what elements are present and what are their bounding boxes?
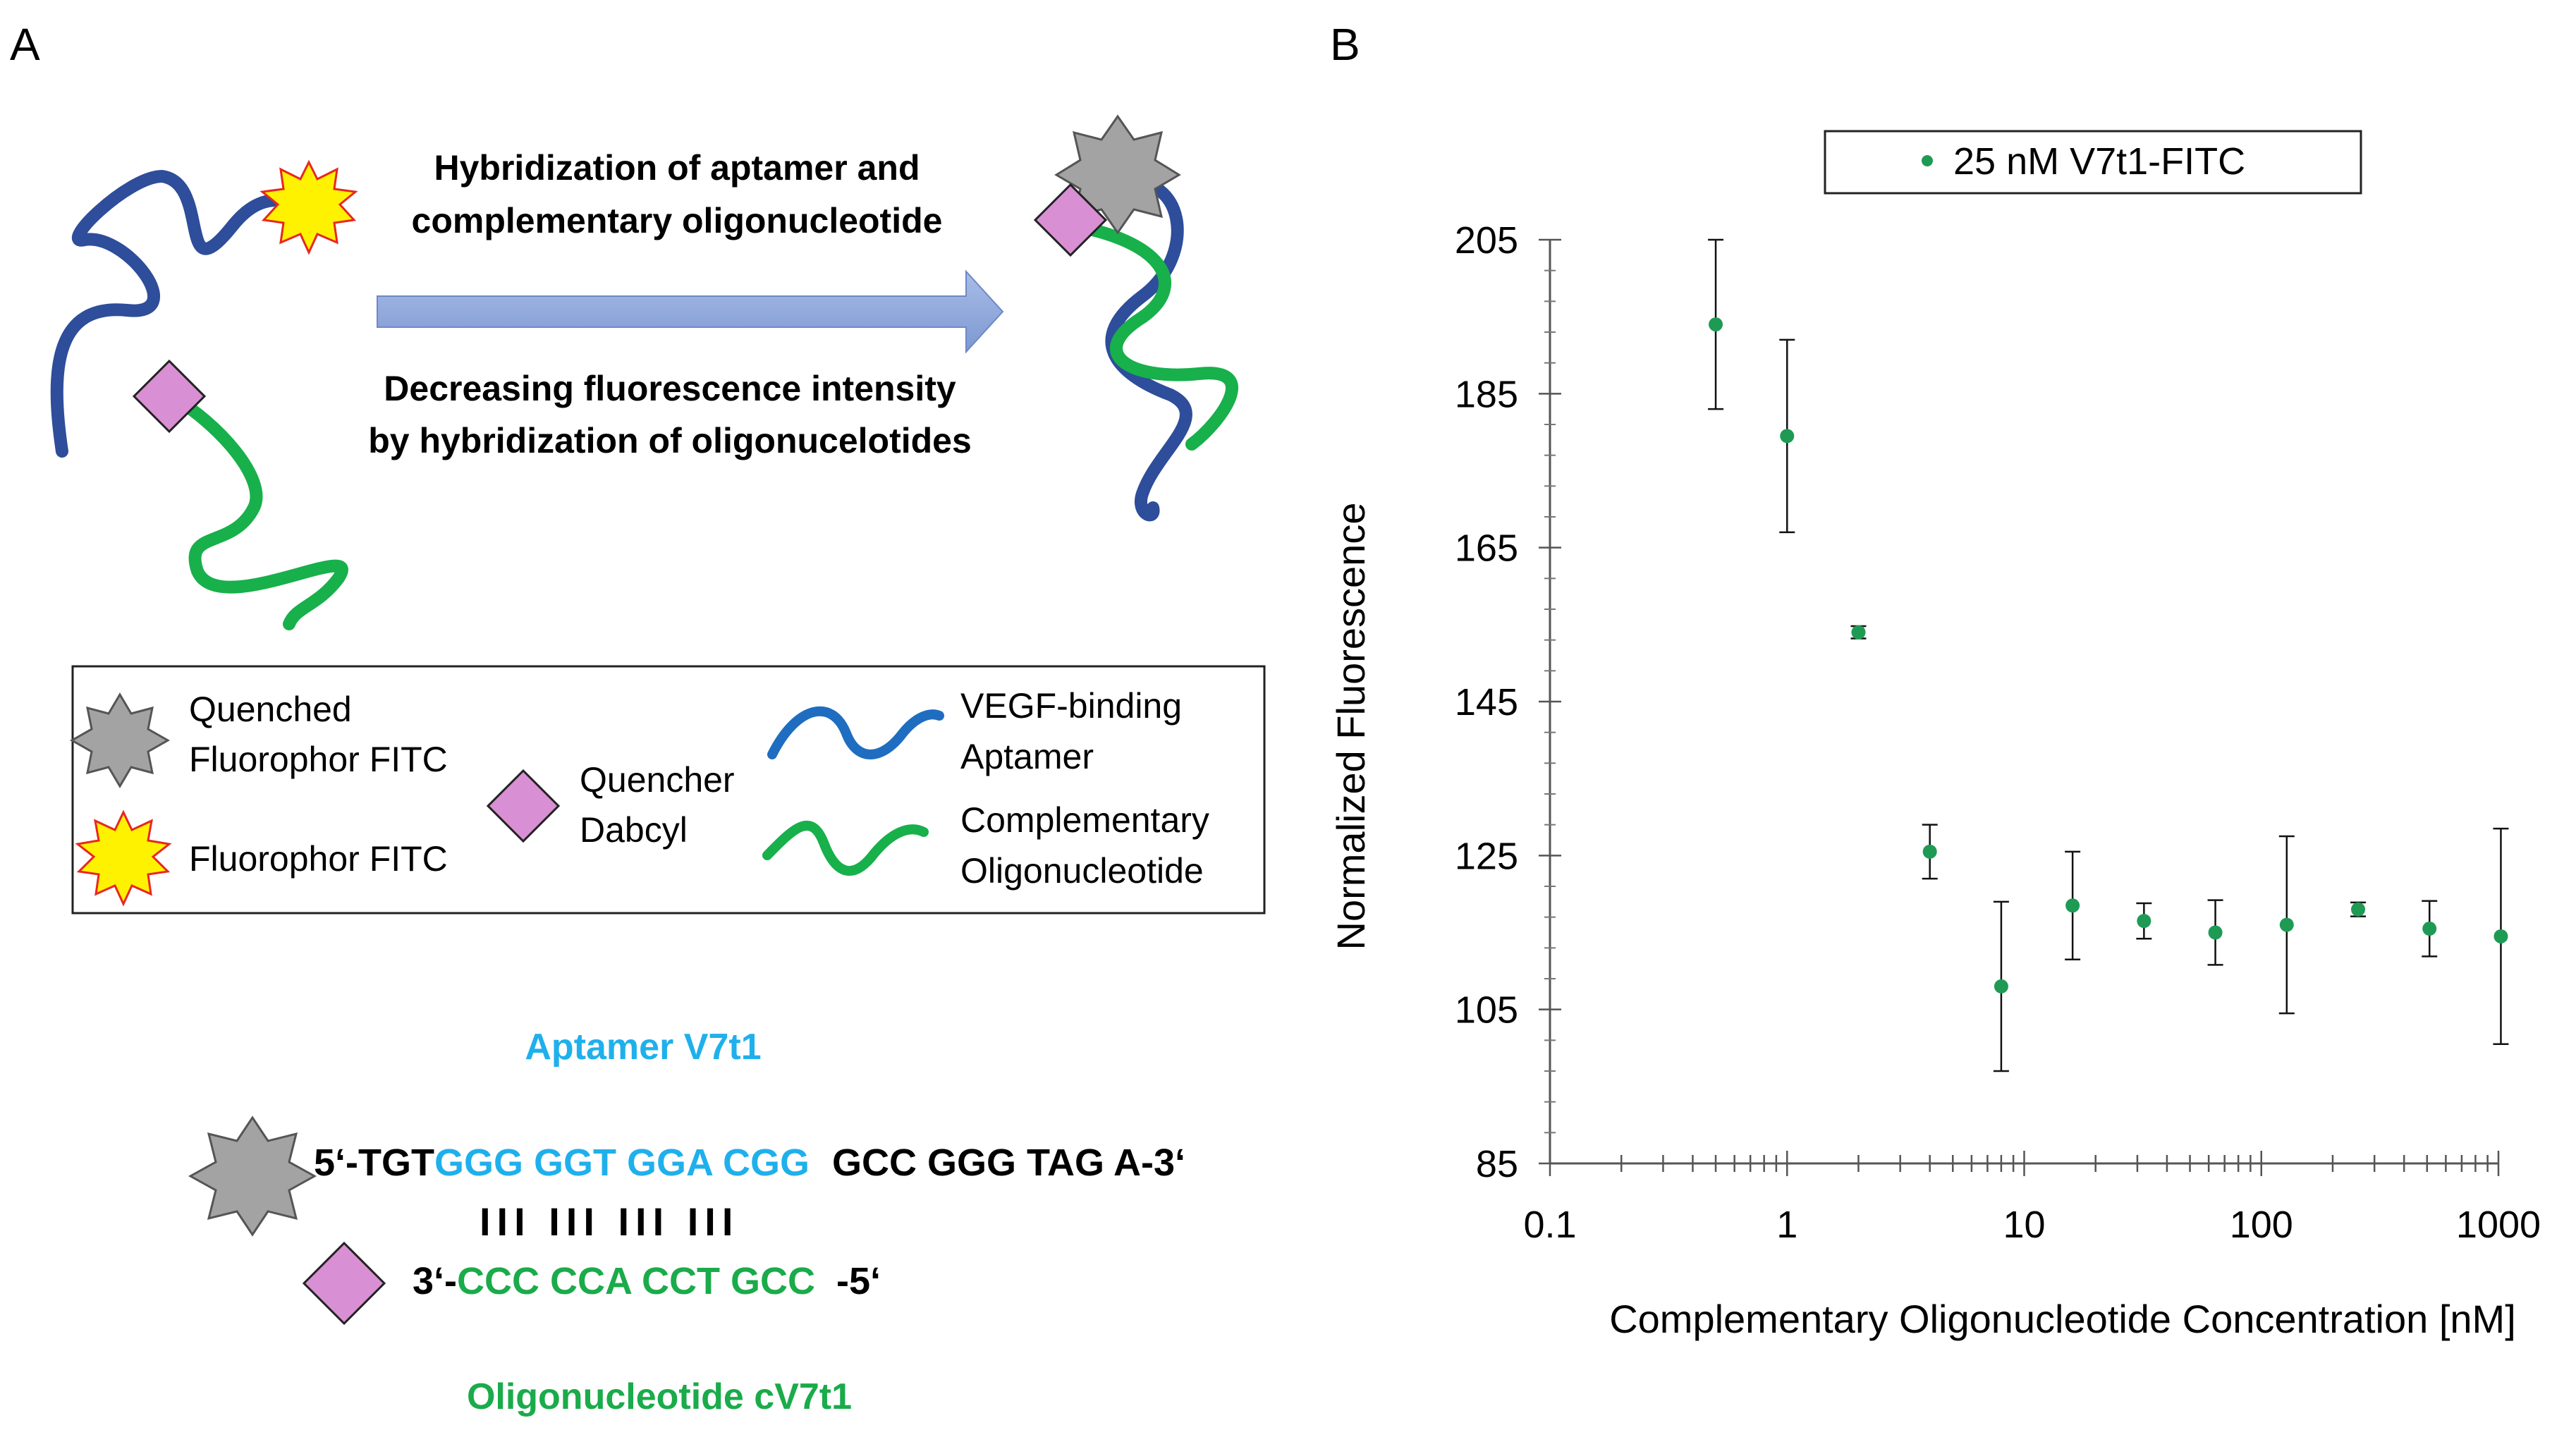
legend-quencher-diamond: [486, 769, 561, 843]
y-tick-label: 185: [1455, 373, 1518, 415]
oligo-strand-right: [1066, 219, 1238, 451]
schematic-legend-box: [71, 665, 1266, 915]
legend-aptamer-wave: [767, 706, 944, 759]
y-tick-label: 125: [1455, 835, 1518, 877]
data-points: [1708, 238, 2509, 1072]
data-point: [1780, 429, 1795, 444]
chart-legend-text: 25 nM V7t1-FITC: [1953, 140, 2245, 183]
aptamer-strand-left: [50, 169, 295, 458]
sequence-quenched-star: [188, 1115, 317, 1237]
arrow-text-bottom-1: Decreasing fluorescence intensity: [384, 369, 956, 408]
panel-b-label: B: [1330, 19, 1360, 70]
chart-legend-marker: [1922, 155, 1933, 166]
data-point: [1851, 625, 1866, 640]
legend-complementary-2: Oligonucleotide: [960, 851, 1204, 891]
data-point: [2208, 925, 2223, 940]
reaction-arrow: [377, 269, 1004, 354]
left-molecules: [50, 159, 358, 630]
data-point: [1709, 317, 1723, 332]
x-axis-label: Complementary Oligonucleotide Concentrat…: [1609, 1297, 2516, 1341]
x-tick-label: 0.1: [1523, 1204, 1576, 1246]
seq-bottom-match: CCC CCA CCT GCC: [457, 1260, 815, 1302]
fluorophor-star-left: [260, 159, 358, 255]
y-tick-label: 105: [1455, 989, 1518, 1032]
aptamer-title: Aptamer V7t1: [525, 1027, 761, 1068]
data-point: [2351, 902, 2366, 917]
y-tick-label: 85: [1476, 1143, 1518, 1185]
data-point: [2065, 898, 2080, 913]
x-ticks: 0.1 1 10 100 1000: [1523, 1151, 2541, 1246]
data-point: [2137, 914, 2151, 929]
seq-bottom-suffix: -5‘: [836, 1260, 881, 1302]
legend-quencher-2: Dabcyl: [580, 810, 688, 850]
y-tick-label: 145: [1455, 681, 1518, 723]
seq-bottom-prefix: 3‘-: [413, 1260, 457, 1302]
legend-complementary-1: Complementary: [960, 800, 1209, 840]
data-point: [2279, 917, 2294, 932]
seq-top-prefix: 5‘-TGT: [314, 1142, 434, 1184]
seq-top-match: GGG GGT GGA CGG: [434, 1142, 810, 1184]
arrow-text-bottom-2: by hybridization of oligonucelotides: [368, 421, 972, 460]
legend-aptamer-2: Aptamer: [960, 737, 1094, 776]
arrow-text-top-1: Hybridization of aptamer and: [434, 148, 920, 188]
y-tick-label: 165: [1455, 527, 1518, 570]
quencher-diamond-left: [132, 359, 207, 434]
oligo-sequence: 3‘-CCC CCA CCT GCC -5‘: [413, 1260, 881, 1302]
hybrid-complex: [1033, 114, 1238, 522]
legend-fluorophor: Fluorophor FITC: [189, 839, 448, 879]
y-axis-label: Normalized Fluorescence: [1329, 503, 1373, 950]
panel-a-label: A: [10, 19, 40, 70]
chart-legend-box: [1824, 130, 2362, 195]
x-tick-label: 1000: [2456, 1204, 2541, 1246]
data-point: [2493, 929, 2508, 943]
legend-quenched-1: Quenched: [189, 690, 352, 729]
sequence-quencher-diamond: [302, 1241, 386, 1326]
fluorescence-chart: 25 nM V7t1-FITC 85 105 125 145 165 185 205 0.1…: [1329, 130, 2541, 1341]
seq-top-suffix: GCC GGG TAG A-3‘: [832, 1142, 1185, 1184]
aptamer-strand-right: [1105, 175, 1192, 522]
legend-quencher-1: Quencher: [580, 760, 735, 800]
x-tick-label: 10: [2003, 1204, 2045, 1246]
data-point: [1994, 979, 2008, 993]
legend-aptamer-1: VEGF-binding: [960, 686, 1182, 726]
aptamer-sequence: 5‘-TGTGGG GGT GGA CGG GCC GGG TAG A-3‘: [314, 1142, 1185, 1184]
oligo-strand-left: [163, 389, 348, 630]
oligo-title: Oligonucleotide cV7t1: [467, 1376, 852, 1417]
legend-oligo-wave: [762, 821, 929, 876]
x-tick-label: 1: [1776, 1204, 1797, 1246]
legend-quenched-star: [69, 692, 171, 788]
y-ticks: 85 105 125 145 165 185 205: [1455, 219, 1561, 1185]
base-pairing-marks: III III III III: [480, 1199, 739, 1244]
x-tick-label: 100: [2230, 1204, 2293, 1246]
legend-fluorophor-star: [75, 809, 172, 907]
data-point: [1922, 844, 1937, 859]
arrow-text-top-2: complementary oligonucleotide: [412, 201, 943, 240]
quencher-diamond-right: [1033, 183, 1108, 257]
data-point: [2422, 922, 2437, 936]
y-tick-label: 205: [1455, 219, 1518, 262]
legend-quenched-2: Fluorophor FITC: [189, 740, 448, 779]
